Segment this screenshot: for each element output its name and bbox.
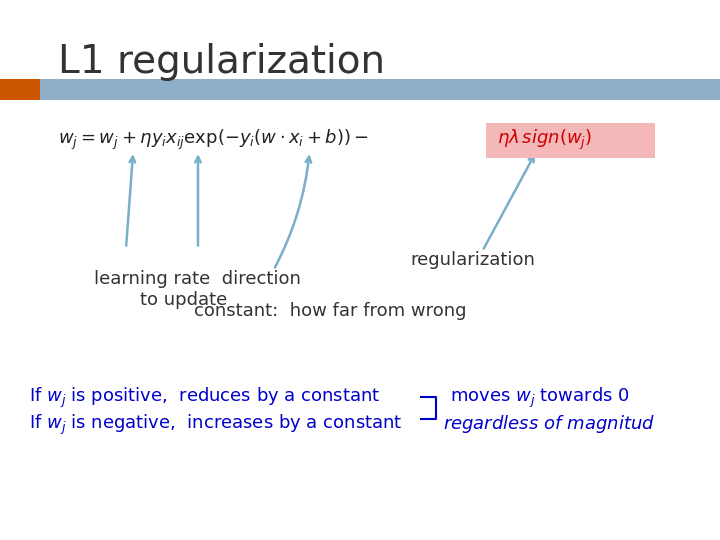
Text: $\mathbf{\mathit{regardless\ of\ magnitud}}$: $\mathbf{\mathit{regardless\ of\ magnitu… bbox=[443, 413, 654, 435]
Text: constant:  how far from wrong: constant: how far from wrong bbox=[194, 302, 467, 320]
Text: regularization: regularization bbox=[410, 251, 535, 269]
Text: learning rate  direction
        to update: learning rate direction to update bbox=[94, 270, 300, 309]
Text: $w_j = w_j + \eta y_i x_{ij} \exp(-y_i(w \cdot x_i + b)) - $: $w_j = w_j + \eta y_i x_{ij} \exp(-y_i(w… bbox=[58, 129, 369, 152]
FancyBboxPatch shape bbox=[0, 79, 40, 100]
Text: If $w_j$ is negative,  increases by a constant: If $w_j$ is negative, increases by a con… bbox=[29, 413, 402, 437]
Text: moves $w_j$ towards 0: moves $w_j$ towards 0 bbox=[450, 386, 630, 410]
Text: If $w_j$ is positive,  reduces by a constant: If $w_j$ is positive, reduces by a const… bbox=[29, 386, 380, 410]
Text: L1 regularization: L1 regularization bbox=[58, 43, 384, 81]
Text: $\eta\lambda\,\mathit{sign}(w_j)$: $\eta\lambda\,\mathit{sign}(w_j)$ bbox=[497, 129, 592, 152]
FancyBboxPatch shape bbox=[0, 79, 720, 100]
FancyBboxPatch shape bbox=[486, 123, 655, 158]
